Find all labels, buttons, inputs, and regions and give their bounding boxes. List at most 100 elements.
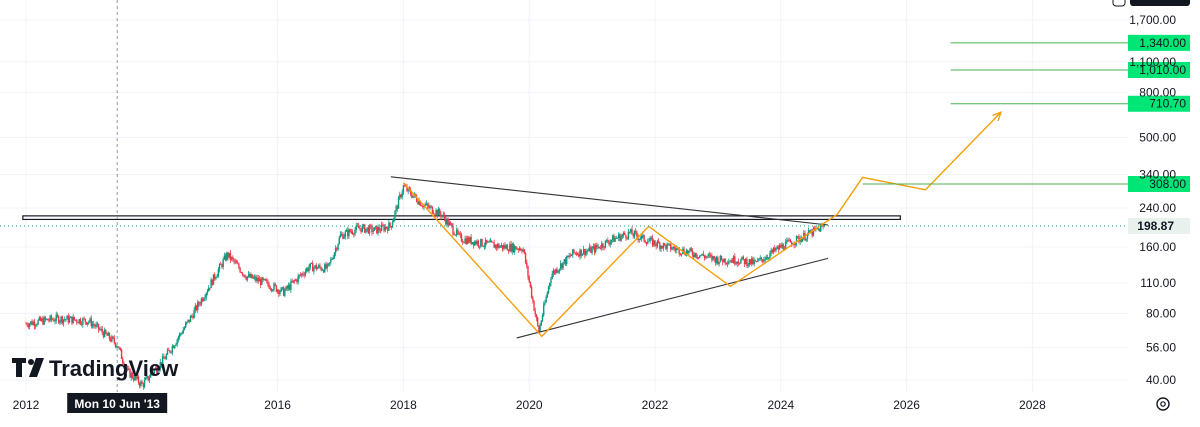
candle-body xyxy=(726,262,729,264)
candle-body xyxy=(597,246,599,248)
candle xyxy=(56,312,59,319)
candle xyxy=(655,242,657,250)
candle xyxy=(143,377,146,389)
candle-body xyxy=(674,248,677,251)
candle xyxy=(771,248,774,254)
candle-body xyxy=(37,320,39,325)
candle-body xyxy=(738,263,741,264)
candle xyxy=(640,235,643,242)
candle-body xyxy=(372,230,374,233)
candle-body xyxy=(683,248,685,254)
candle-body xyxy=(556,269,558,273)
candle xyxy=(402,184,405,195)
candle-body xyxy=(465,238,467,244)
candle xyxy=(632,233,634,239)
y-tick-label: 1,700.00 xyxy=(1129,13,1176,27)
candle xyxy=(169,349,171,354)
candle-body xyxy=(91,323,94,327)
candle-body xyxy=(79,319,82,324)
candle xyxy=(287,282,290,291)
candle xyxy=(253,274,256,281)
candle-body xyxy=(495,244,498,248)
candle xyxy=(285,285,287,292)
candle xyxy=(239,266,241,274)
time-axis[interactable]: 2012 2016 2018 2020 2022 2024 2026 2028 xyxy=(13,398,1046,412)
candle xyxy=(147,375,149,382)
candle xyxy=(572,249,574,258)
candle xyxy=(105,329,107,335)
candle-body xyxy=(504,245,506,249)
target-level-bg xyxy=(1128,95,1190,112)
candle xyxy=(198,300,200,307)
price-axis[interactable]: 1,700.00 1,100.00 800.00 500.00 340.00 240.00… xyxy=(1129,13,1176,387)
candle xyxy=(563,258,565,265)
candle-body xyxy=(172,345,175,348)
candle-body xyxy=(454,234,457,236)
candle xyxy=(575,251,578,257)
candle xyxy=(778,243,781,250)
candle-body xyxy=(296,279,298,283)
candle xyxy=(795,235,798,247)
candle xyxy=(385,226,388,230)
candle-body xyxy=(228,252,230,258)
candle xyxy=(175,342,177,346)
candle-body xyxy=(521,250,523,252)
candle-body xyxy=(305,268,308,272)
toolbar-stub[interactable] xyxy=(1112,0,1190,7)
candle xyxy=(505,243,507,250)
candle xyxy=(772,247,775,255)
candle xyxy=(389,222,391,229)
candle xyxy=(64,316,66,322)
candle-body xyxy=(321,270,324,271)
candle-body xyxy=(515,246,517,250)
candle-body xyxy=(455,229,458,235)
candle xyxy=(516,247,518,251)
candle-body xyxy=(457,229,459,234)
candle-body xyxy=(171,345,174,353)
candle xyxy=(383,223,385,233)
candle xyxy=(187,319,189,324)
candle-body xyxy=(80,323,83,325)
candle xyxy=(458,231,460,236)
gear-icon[interactable] xyxy=(1156,397,1170,411)
candle xyxy=(523,248,526,255)
candle-body xyxy=(768,257,770,259)
candle xyxy=(195,304,198,312)
candle xyxy=(695,252,697,259)
candle-body xyxy=(628,231,631,233)
candle xyxy=(568,252,570,260)
candle xyxy=(236,260,239,265)
candle xyxy=(209,287,211,291)
candle-body xyxy=(53,319,55,322)
settings-button[interactable] xyxy=(1156,397,1170,411)
candle xyxy=(648,237,650,242)
candle-body xyxy=(507,250,510,252)
candle-body xyxy=(207,287,210,292)
candle xyxy=(390,225,393,231)
candle-body xyxy=(655,244,657,247)
toolbar-button[interactable] xyxy=(1130,0,1190,6)
candle xyxy=(351,229,354,236)
candle-body xyxy=(299,274,302,276)
candle-body xyxy=(784,241,787,250)
toolbar-icon[interactable] xyxy=(1112,0,1126,7)
candle-body xyxy=(373,227,376,231)
candle xyxy=(753,257,755,267)
candle xyxy=(36,323,38,328)
candle xyxy=(363,223,366,234)
candle xyxy=(654,240,656,247)
candle xyxy=(67,313,70,325)
candle xyxy=(446,217,448,228)
candle-body xyxy=(366,227,368,229)
candle-body xyxy=(114,342,117,347)
candle-body xyxy=(218,264,221,270)
candle-body xyxy=(163,356,165,359)
candle-body xyxy=(713,256,715,259)
candle xyxy=(32,320,34,326)
candle xyxy=(818,228,821,232)
candle xyxy=(709,252,712,258)
candle xyxy=(233,258,235,265)
crosshair-time-label: Mon 10 Jun '13 xyxy=(74,397,160,411)
